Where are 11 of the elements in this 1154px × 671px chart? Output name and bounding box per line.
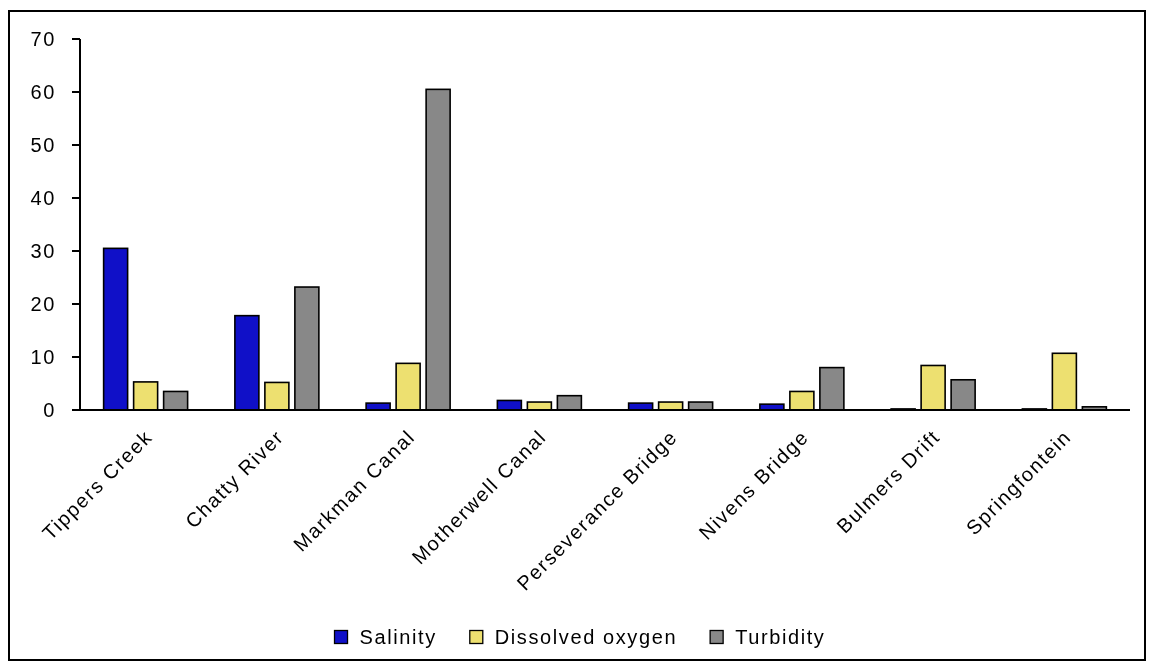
y-tick-label: 30 xyxy=(30,240,56,262)
y-tick-label: 20 xyxy=(30,293,56,315)
y-tick-label: 60 xyxy=(30,81,56,103)
legend-label: Dissolved oxygen xyxy=(494,626,678,648)
legend-label: Turbidity xyxy=(735,626,826,648)
legend-label: Salinity xyxy=(359,626,437,648)
y-tick-label: 40 xyxy=(30,187,56,209)
y-tick-label: 70 xyxy=(30,28,56,50)
y-tick-label: 0 xyxy=(43,399,56,421)
y-tick-label: 50 xyxy=(30,134,56,156)
y-tick-label: 10 xyxy=(30,346,56,368)
